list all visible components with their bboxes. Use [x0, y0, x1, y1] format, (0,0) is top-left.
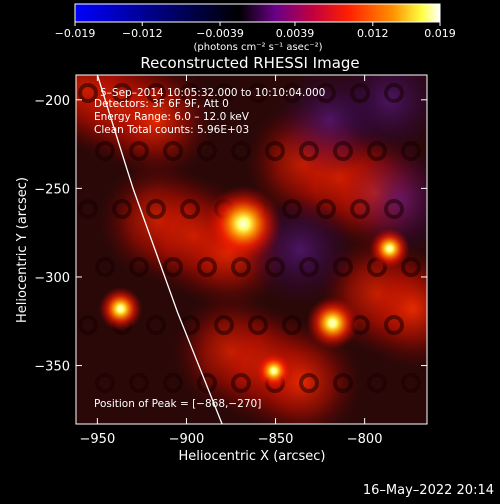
annotations: 5–Sep–2014 10:05:32.000 to 10:10:04.000 …	[94, 87, 325, 410]
y-tick-label: −200	[34, 94, 70, 109]
ring-artifact	[231, 373, 251, 393]
x-tick-label: −950	[80, 432, 116, 447]
ring-artifact	[367, 373, 387, 393]
y-axis-ticks: −200 −250 −300 −350	[34, 94, 427, 375]
ring-artifact	[197, 257, 217, 277]
ring-artifact	[384, 83, 404, 103]
ring-artifact	[163, 373, 183, 393]
ring-artifact	[384, 199, 404, 219]
ring-artifact	[214, 83, 234, 103]
colorbar-tick-label: 0.019	[424, 27, 456, 40]
ring-artifact	[316, 83, 336, 103]
y-tick-label: −250	[34, 182, 70, 197]
ring-artifact	[299, 141, 319, 161]
ring-artifact	[78, 315, 98, 335]
ring-artifact	[299, 373, 319, 393]
sources-layer	[98, 185, 410, 390]
annotation-peak-position: Position of Peak = [−868,−270]	[94, 398, 261, 410]
ring-artifact	[180, 199, 200, 219]
annotation-detectors: Detectors: 3F 6F 9F, Att 0	[94, 98, 229, 110]
ring-artifact	[282, 83, 302, 103]
ring-artifact	[384, 315, 404, 335]
x-axis-ticks: −950 −900 −850 −800	[80, 75, 383, 447]
solar-limb-line	[96, 75, 223, 424]
emission-blob	[353, 249, 427, 369]
date-stamp: 16–May–2022 20:14	[363, 483, 494, 498]
colorbar: −0.019 −0.012 −0.0039 0.0039 0.012 0.019 (pho…	[55, 3, 456, 53]
ring-artifact	[265, 257, 285, 277]
ring-artifact	[299, 257, 319, 277]
colorbar-tick-label: 0.0039	[276, 27, 315, 40]
ring-artifact	[265, 141, 285, 161]
source-peak	[98, 287, 143, 331]
ring-artifact	[78, 83, 98, 103]
ring-artifact	[401, 141, 421, 161]
ring-artifact	[401, 373, 421, 393]
ring-artifact	[180, 83, 200, 103]
faint-region	[345, 145, 427, 255]
ring-artifact	[197, 373, 217, 393]
ring-artifact	[350, 83, 370, 103]
colorbar-tick-label: −0.0039	[196, 27, 244, 40]
ring-artifact	[248, 83, 268, 103]
plot-frame	[75, 74, 428, 425]
ring-artifact	[401, 257, 421, 277]
ring-artifact	[112, 199, 132, 219]
chart-title: Reconstructed RHESSI Image	[140, 54, 359, 72]
colorbar-units: (photons cm⁻² s⁻¹ asec⁻²)	[193, 42, 322, 53]
ring-artifact	[129, 141, 149, 161]
ring-artifact	[333, 373, 353, 393]
ring-artifact	[78, 199, 98, 219]
colorbar-tick-label: −0.012	[122, 27, 163, 40]
ring-artifact	[112, 83, 132, 103]
source-peak	[205, 185, 282, 262]
ring-artifact	[95, 141, 115, 161]
x-tick-label: −900	[169, 432, 205, 447]
y-axis-title: Heliocentric Y (arcsec)	[15, 177, 30, 323]
annotation-energy: Energy Range: 6.0 – 12.0 keV	[94, 111, 250, 123]
ring-artifact	[231, 141, 251, 161]
ring-artifact	[214, 315, 234, 335]
ring-artifact	[333, 257, 353, 277]
x-axis-title: Heliocentric X (arcsec)	[179, 449, 326, 464]
ring-artifact	[333, 141, 353, 161]
ring-artifact	[163, 257, 183, 277]
x-tick-label: −800	[347, 432, 383, 447]
x-tick-label: −850	[258, 432, 294, 447]
ring-artifact	[367, 141, 387, 161]
ring-artifact	[197, 141, 217, 161]
colorbar-bar	[74, 3, 441, 23]
colorbar-tick-label: −0.019	[55, 27, 96, 40]
ring-artifact	[95, 373, 115, 393]
colorbar-tick-label: 0.012	[357, 27, 389, 40]
ring-artifact	[350, 199, 370, 219]
annotation-clean: Clean Total counts: 5.96E+03	[94, 124, 249, 136]
ring-artifact	[129, 373, 149, 393]
ring-artifact	[146, 83, 166, 103]
ring-artifact	[282, 199, 302, 219]
source-peak	[306, 296, 359, 350]
y-tick-label: −350	[34, 360, 70, 375]
ring-artifact	[163, 141, 183, 161]
ring-artifact	[129, 257, 149, 277]
plot-area	[76, 75, 427, 424]
annotation-time-range: 5–Sep–2014 10:05:32.000 to 10:10:04.000	[100, 87, 325, 99]
y-tick-label: −300	[34, 271, 70, 286]
ring-artifact	[146, 199, 166, 219]
colorbar-ticks: −0.019 −0.012 −0.0039 0.0039 0.012 0.019	[55, 22, 456, 40]
ring-artifact	[282, 315, 302, 335]
source-peak	[369, 228, 410, 269]
ring-artifact	[146, 315, 166, 335]
source-peak	[254, 352, 293, 390]
ring-artifact	[316, 199, 336, 219]
ring-artifact	[248, 315, 268, 335]
ring-artifact	[95, 257, 115, 277]
